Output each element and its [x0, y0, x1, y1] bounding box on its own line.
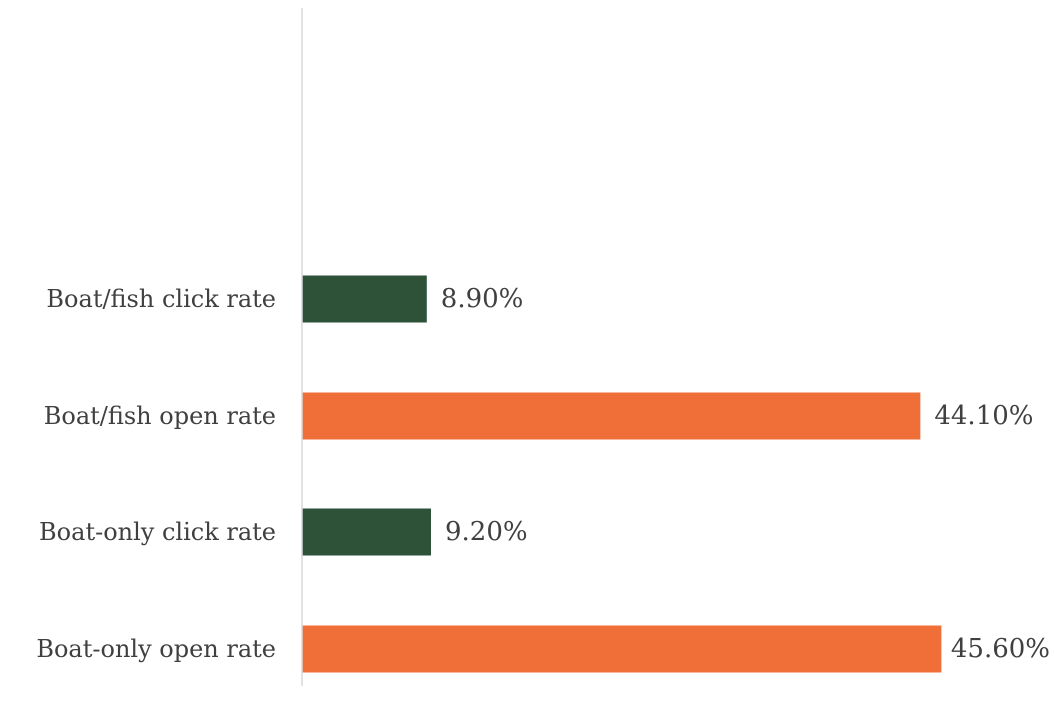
- data-label-2: 44.10%: [934, 401, 1033, 431]
- category-label-3: Boat-only click rate: [39, 518, 276, 546]
- data-label-1: 8.90%: [441, 284, 524, 314]
- data-label-3: 9.20%: [445, 517, 528, 547]
- data-label-4: 45.60%: [951, 634, 1050, 664]
- category-label-2: Boat/fish open rate: [44, 402, 276, 430]
- labels-layer: Boat/fish click rate 8.90% Boat/fish open …: [36, 284, 1050, 664]
- bar-2: [302, 392, 921, 440]
- bar-4: [302, 625, 942, 673]
- bar-1: [302, 275, 427, 323]
- category-label-4: Boat-only open rate: [36, 635, 276, 663]
- category-label-1: Boat/fish click rate: [46, 285, 276, 313]
- bars-layer: [302, 275, 942, 673]
- bar-3: [302, 508, 431, 556]
